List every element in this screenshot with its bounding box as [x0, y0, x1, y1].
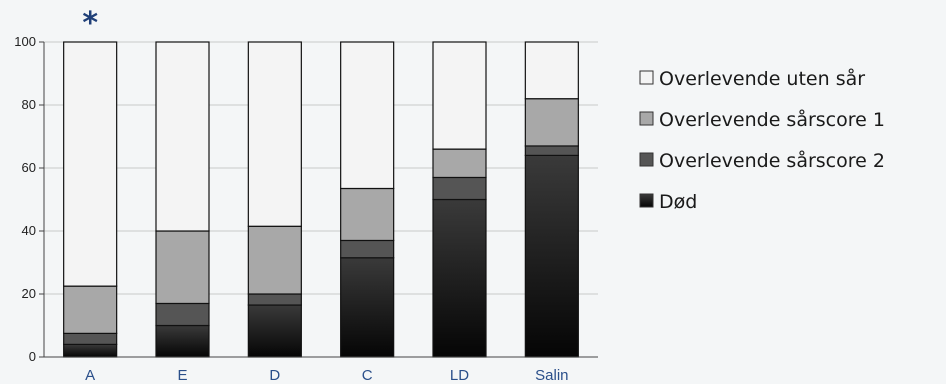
y-tick-label-100: 100: [14, 34, 36, 49]
y-tick-label-60: 60: [22, 160, 36, 175]
bar-d-overlevende-uten-sar: [247, 41, 302, 227]
y-tick-label-20: 20: [22, 286, 36, 301]
legend-swatch-dod: [639, 193, 654, 208]
legend-label-overlevende-sarscore-1: Overlevende sårscore 1: [659, 108, 885, 131]
x-tick-label-c: C: [362, 367, 373, 384]
x-tick-label-a: A: [85, 367, 95, 384]
y-tick-label-40: 40: [22, 223, 36, 238]
legend-label-overlevende-sarscore-2: Overlevende sårscore 2: [659, 149, 885, 172]
bar-d-overlevende-sarscore-1: [247, 225, 302, 295]
bar-c-overlevende-uten-sar: [340, 41, 395, 190]
x-tick-label-ld: LD: [450, 367, 469, 384]
legend: Overlevende uten sår Overlevende sårscore…: [639, 67, 885, 213]
bar-ld-dod: [432, 198, 487, 358]
bars: [63, 41, 579, 358]
annotation-a: *: [82, 6, 98, 41]
y-tick-label-80: 80: [22, 97, 36, 112]
bar-ld-overlevende-sarscore-1: [432, 148, 487, 179]
bar-salin-overlevende-uten-sar: [524, 41, 579, 100]
legend-swatch-overlevende-sarscore-2: [639, 152, 654, 167]
y-axis: 0 20 40 60 80 100: [14, 34, 45, 364]
y-tick-label-0: 0: [29, 349, 36, 364]
bar-a-overlevende-sarscore-2: [63, 332, 118, 345]
bar-d-overlevende-sarscore-2: [247, 293, 302, 306]
bar-e-overlevende-uten-sar: [155, 41, 210, 232]
bar-a-dod: [63, 343, 118, 358]
grid: [44, 41, 598, 358]
bar-ld-overlevende-sarscore-2: [432, 176, 487, 201]
bar-salin-dod: [524, 154, 579, 358]
bar-ld-overlevende-uten-sar: [432, 41, 487, 150]
x-tick-label-d: D: [269, 367, 280, 384]
bar-salin-overlevende-sarscore-1: [524, 98, 579, 147]
legend-label-overlevende-uten-sar: Overlevende uten sår: [659, 67, 865, 90]
bar-salin-overlevende-sarscore-2: [524, 145, 579, 156]
bar-d-dod: [247, 304, 302, 358]
x-axis: A E D C LD Salin: [44, 356, 598, 384]
bar-e-dod: [155, 324, 210, 358]
bar-e-overlevende-sarscore-2: [155, 302, 210, 327]
bar-c-overlevende-sarscore-2: [340, 239, 395, 259]
legend-label-dod: Død: [659, 191, 697, 213]
legend-swatch-overlevende-sarscore-1: [639, 111, 654, 126]
bar-e-overlevende-sarscore-1: [155, 230, 210, 305]
bar-a-overlevende-sarscore-1: [63, 285, 118, 334]
annotations: *: [82, 6, 98, 41]
legend-swatch-overlevende-uten-sar: [639, 70, 654, 85]
bar-c-dod: [340, 257, 395, 358]
bar-c-overlevende-sarscore-1: [340, 187, 395, 242]
x-tick-label-salin: Salin: [535, 367, 568, 384]
x-tick-label-e: E: [177, 367, 187, 384]
bar-a-overlevende-uten-sar: [63, 41, 118, 287]
